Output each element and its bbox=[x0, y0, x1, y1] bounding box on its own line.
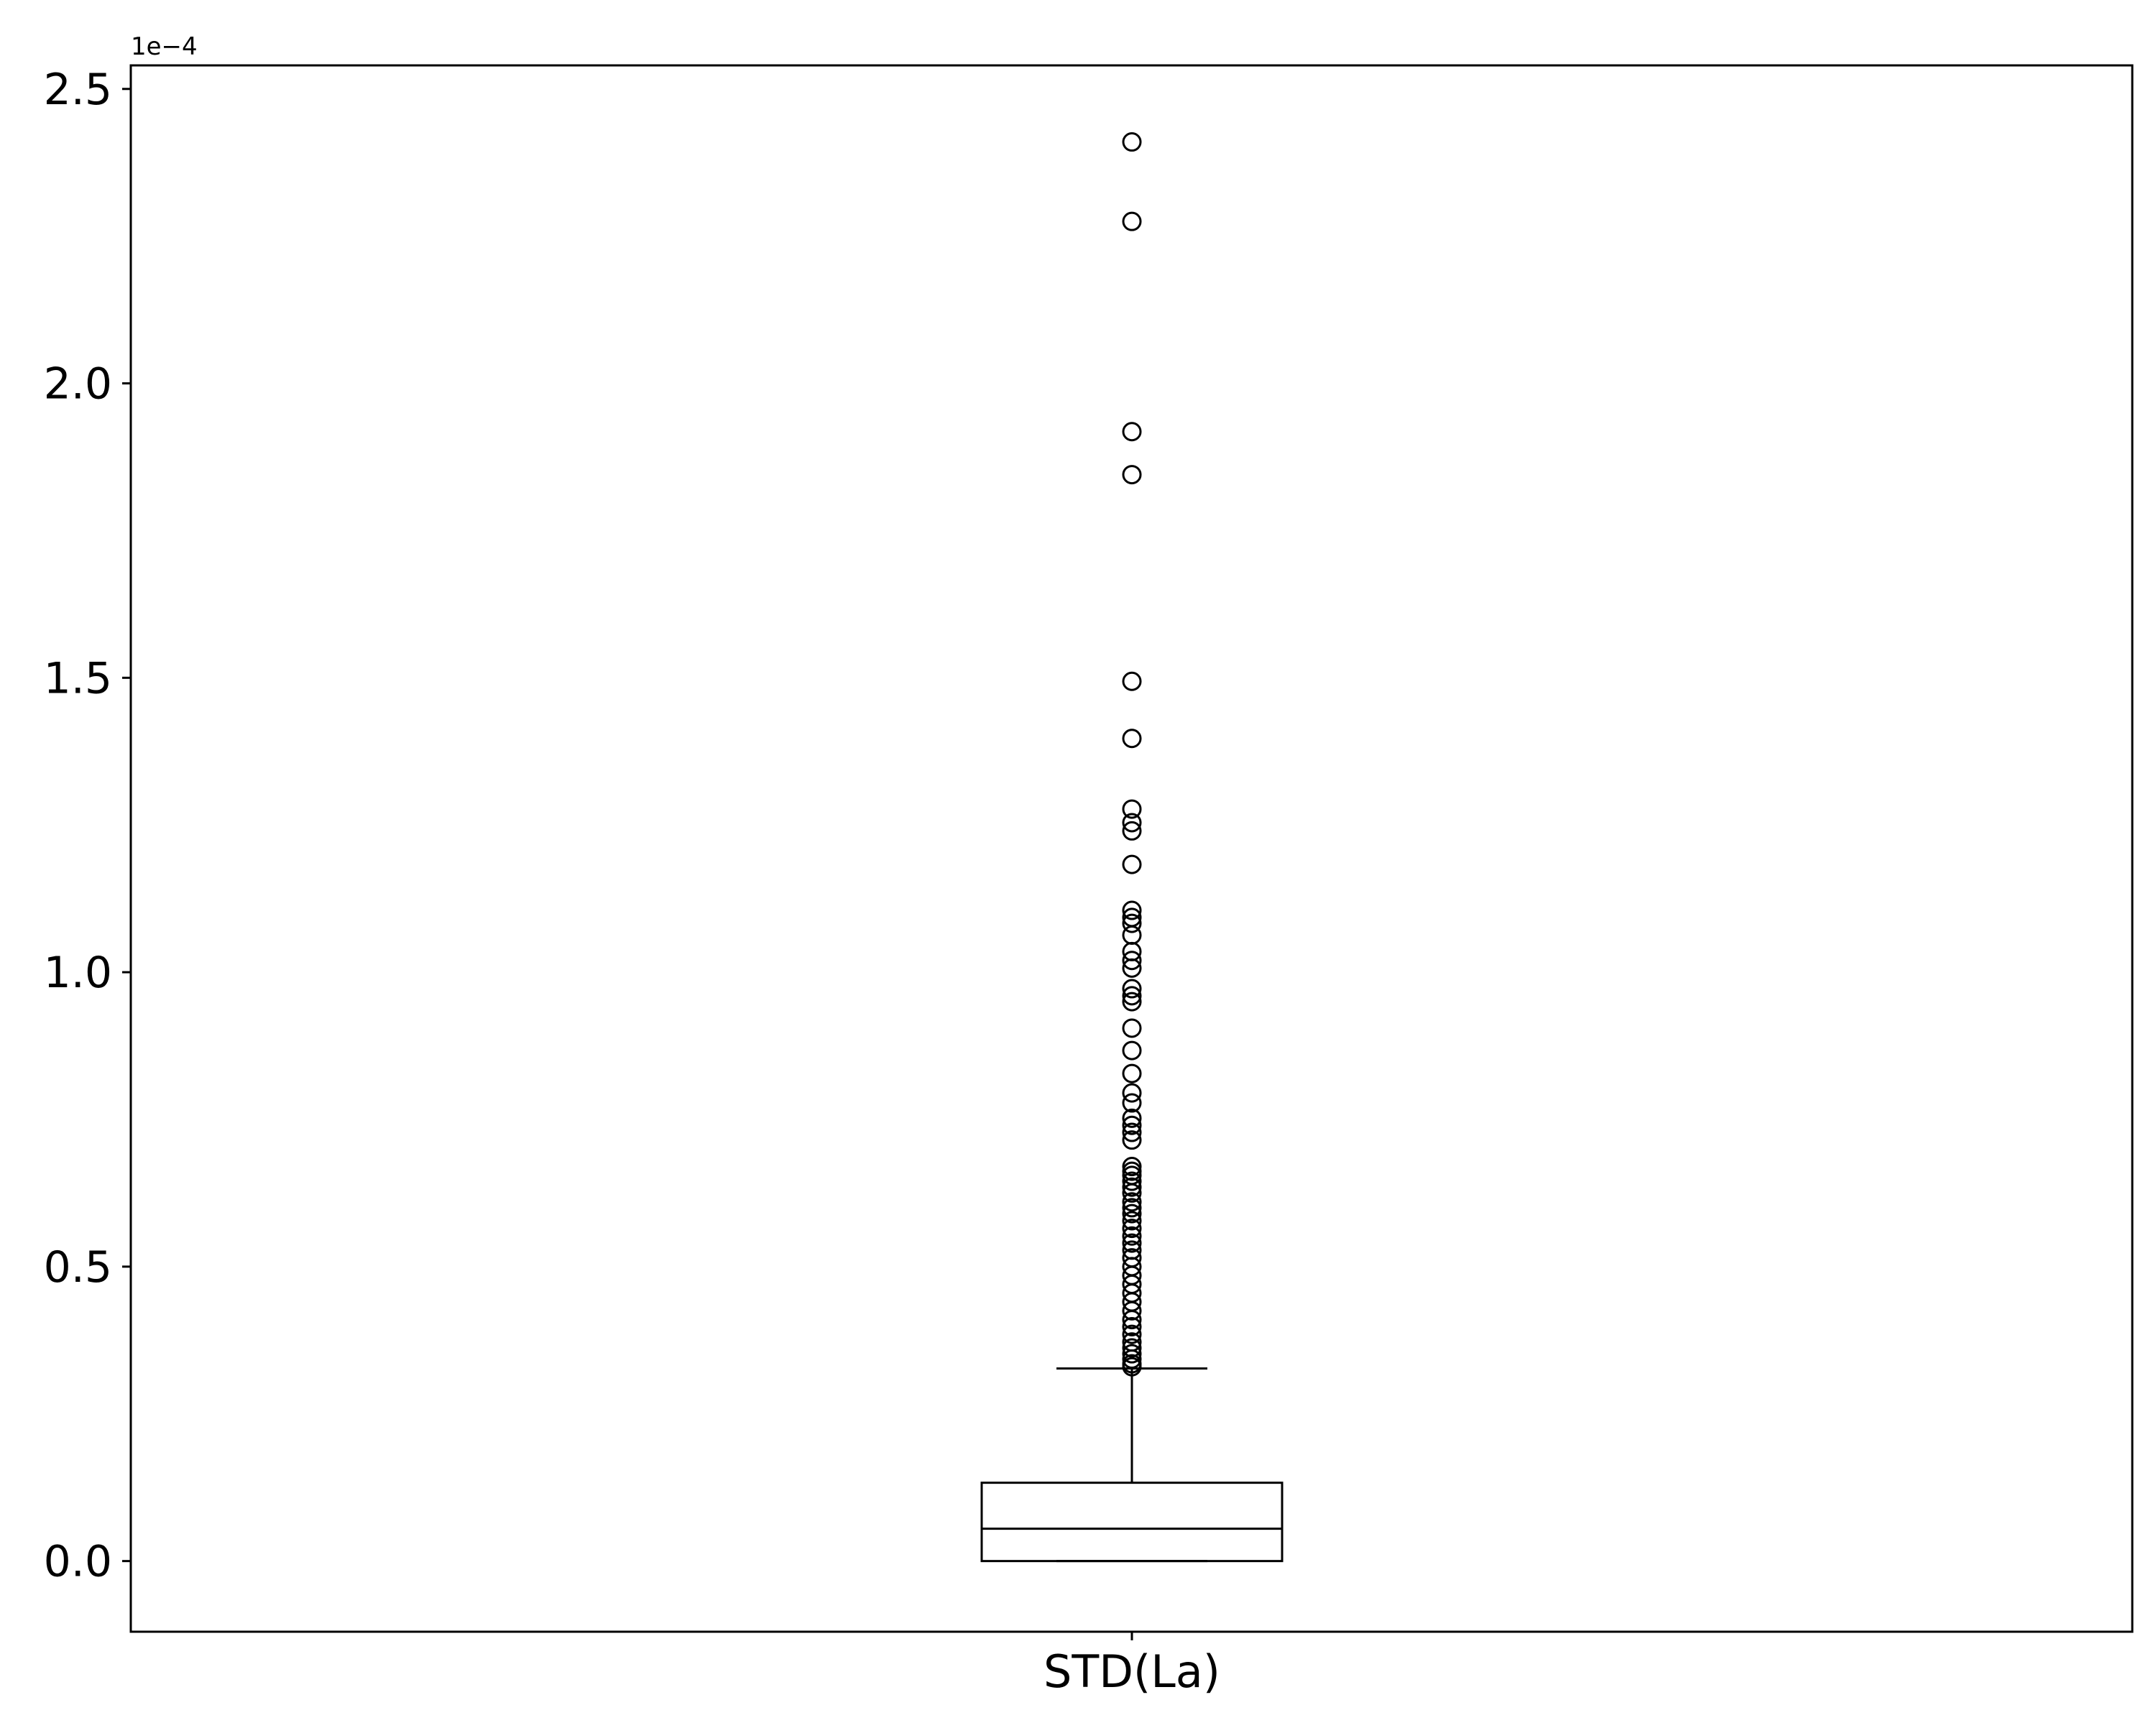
outlier-point bbox=[1122, 1198, 1142, 1218]
outlier-point bbox=[1122, 986, 1142, 1006]
outlier-point bbox=[1122, 1233, 1142, 1253]
outlier-point bbox=[1122, 1300, 1142, 1321]
x-tick-label: STD(La) bbox=[1044, 1645, 1220, 1698]
outlier-point bbox=[1122, 813, 1142, 833]
y-tick-label: 2.0 bbox=[44, 359, 112, 410]
outlier-point bbox=[1122, 1226, 1142, 1246]
y-axis-offset-label: 1e−4 bbox=[131, 32, 198, 61]
outlier-point bbox=[1122, 1316, 1142, 1336]
outlier-point bbox=[1122, 925, 1142, 945]
y-tick-label: 1.0 bbox=[44, 948, 112, 998]
outlier-point bbox=[1122, 1063, 1142, 1084]
outlier-point bbox=[1122, 132, 1142, 152]
plot-area: 0.0 0.5 1.0 1.5 2.0 2.5 bbox=[44, 64, 2134, 1640]
outlier-point bbox=[1122, 1357, 1142, 1377]
outlier-point bbox=[1122, 1310, 1142, 1330]
y-tick-label: 1.5 bbox=[44, 653, 112, 703]
outlier-point bbox=[1122, 671, 1142, 691]
y-tick-label: 0.0 bbox=[44, 1537, 112, 1587]
outlier-point bbox=[1122, 1171, 1142, 1191]
outlier-point bbox=[1122, 1349, 1142, 1369]
outlier-point bbox=[1122, 992, 1142, 1012]
outlier-point bbox=[1122, 1219, 1142, 1239]
outlier-point bbox=[1122, 900, 1142, 920]
outlier-point bbox=[1122, 729, 1142, 749]
outlier-point bbox=[1122, 1157, 1142, 1177]
outlier-point bbox=[1122, 1211, 1142, 1231]
outlier-point bbox=[1122, 979, 1142, 999]
outlier-point bbox=[1122, 211, 1142, 231]
outlier-point bbox=[1122, 1115, 1142, 1135]
outlier-point bbox=[1122, 1108, 1142, 1128]
outlier-point bbox=[1122, 1093, 1142, 1113]
outlier-point bbox=[1122, 958, 1142, 978]
outlier-point bbox=[1122, 1018, 1142, 1038]
outlier-point bbox=[1122, 854, 1142, 874]
outlier-point bbox=[1122, 465, 1142, 485]
outlier-point bbox=[1122, 821, 1142, 841]
outlier-point bbox=[1122, 1324, 1142, 1344]
outlier-point bbox=[1122, 1344, 1142, 1364]
outlier-point bbox=[1122, 1083, 1142, 1103]
outlier-point bbox=[1122, 422, 1142, 442]
outlier-point bbox=[1122, 799, 1142, 819]
outlier-point bbox=[1122, 1177, 1142, 1197]
outlier-point bbox=[1122, 1192, 1142, 1212]
outlier-point bbox=[1122, 1040, 1142, 1061]
outlier-point bbox=[1122, 913, 1142, 933]
outlier-point bbox=[1122, 1203, 1142, 1224]
y-tick-label: 0.5 bbox=[44, 1242, 112, 1293]
outlier-point bbox=[1122, 951, 1142, 971]
outlier-point bbox=[1122, 1130, 1142, 1150]
outlier-point bbox=[1122, 1338, 1142, 1358]
box-iqr bbox=[980, 1482, 1284, 1563]
outlier-point bbox=[1122, 1122, 1142, 1142]
y-tick-label: 2.5 bbox=[44, 65, 112, 115]
outlier-point bbox=[1122, 1183, 1142, 1203]
